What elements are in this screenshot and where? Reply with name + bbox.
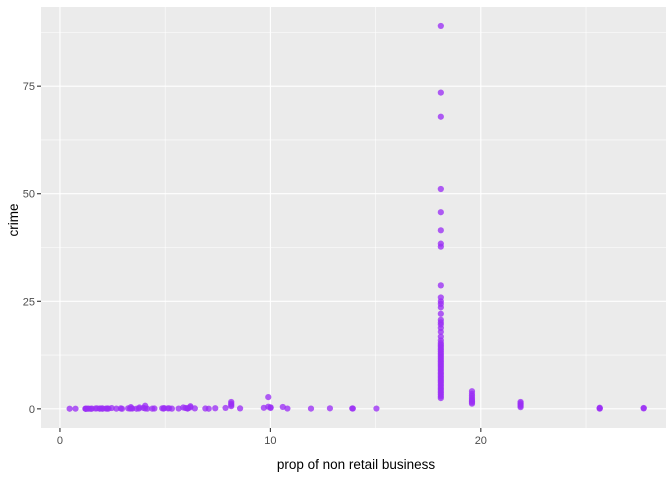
data-point <box>468 388 476 395</box>
y-tick-label: 75 <box>23 81 35 93</box>
data-point <box>596 404 603 411</box>
y-tick-label: 50 <box>23 189 35 201</box>
data-point <box>517 398 524 406</box>
data-point <box>265 394 272 401</box>
data-point <box>349 405 356 412</box>
data-point <box>437 113 444 120</box>
data-point <box>373 405 380 412</box>
data-point <box>437 227 444 234</box>
data-point <box>437 22 444 30</box>
data-point <box>326 405 334 412</box>
x-tick-label: 0 <box>57 435 63 447</box>
data-point <box>437 282 444 289</box>
data-point <box>228 398 235 406</box>
data-point <box>108 404 115 412</box>
grid-minor-lines <box>41 7 666 428</box>
data-point <box>437 89 444 96</box>
data-point <box>144 405 151 412</box>
data-point <box>437 240 444 247</box>
data-point <box>307 405 315 412</box>
data-point <box>175 405 182 412</box>
data-point <box>118 405 126 412</box>
data-point <box>205 405 212 412</box>
data-point <box>222 404 229 412</box>
x-tick-label: 20 <box>475 435 487 447</box>
data-point <box>66 405 73 412</box>
y-tick-label: 25 <box>23 296 35 308</box>
data-point <box>437 316 444 323</box>
panel-background <box>41 7 666 428</box>
data-point <box>437 310 444 317</box>
data-point <box>236 405 244 412</box>
data-point <box>191 405 198 412</box>
y-axis-title: crime <box>6 204 21 237</box>
data-point <box>72 405 79 412</box>
data-point <box>437 209 444 216</box>
x-axis-ticks: 0 10 20 <box>57 428 487 447</box>
data-point <box>168 405 175 412</box>
data-point <box>640 404 647 412</box>
data-point <box>212 405 219 412</box>
data-point <box>437 333 444 340</box>
data-point <box>113 405 120 412</box>
y-tick-label: 0 <box>29 404 35 416</box>
data-point <box>284 405 291 412</box>
data-point <box>267 404 274 411</box>
data-point <box>437 294 444 301</box>
x-tick-label: 10 <box>264 435 276 447</box>
y-axis-ticks: 0 25 50 75 <box>23 81 41 416</box>
data-point <box>437 185 444 193</box>
data-point <box>151 405 158 412</box>
data-points <box>66 22 647 412</box>
x-axis-title: prop of non retail business <box>277 457 436 472</box>
